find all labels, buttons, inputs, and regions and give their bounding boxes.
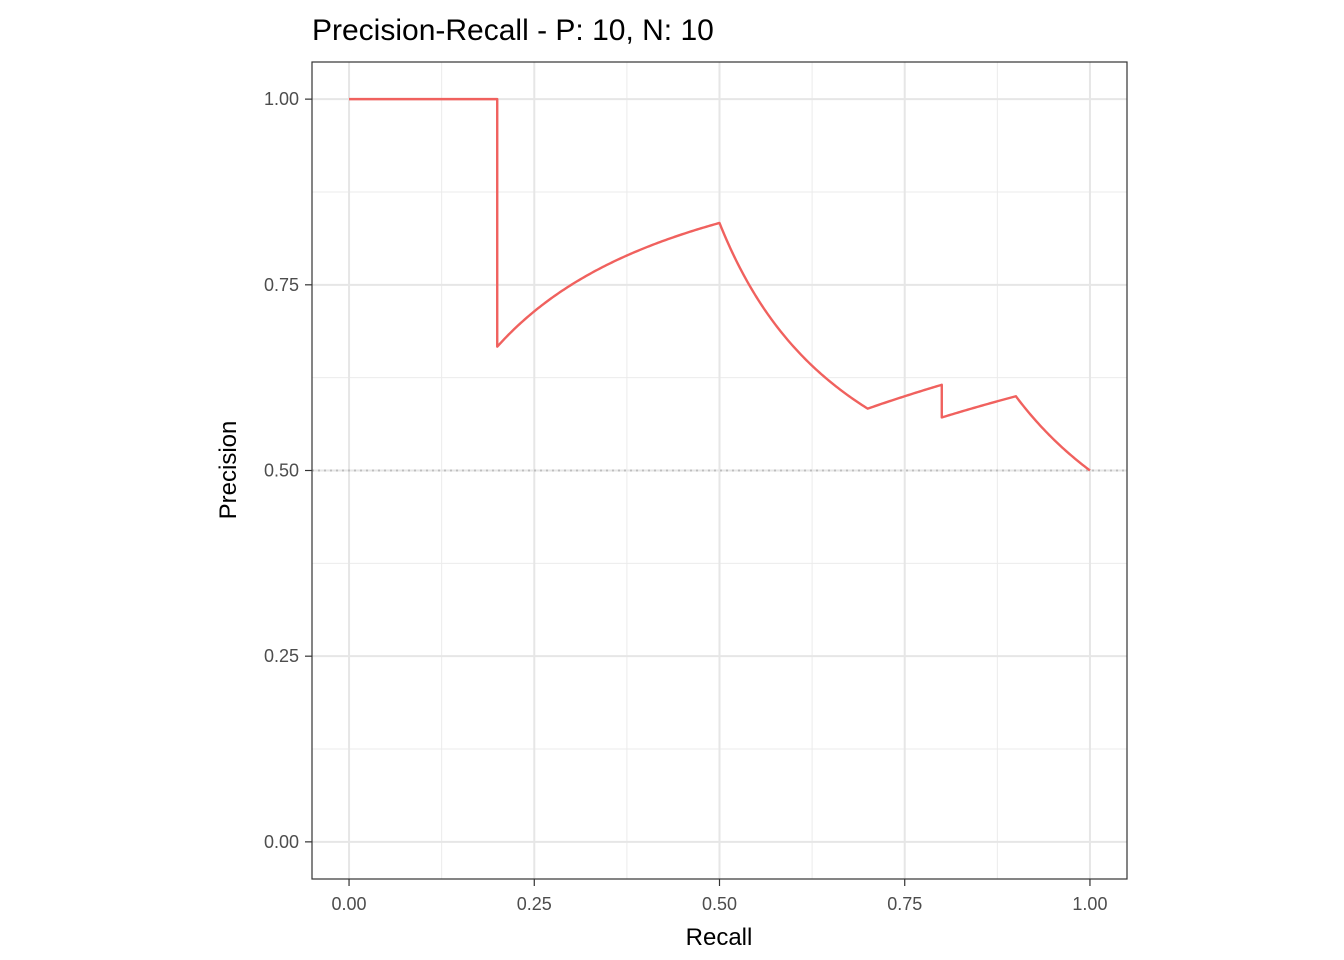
series-line xyxy=(349,97,1091,472)
x-tick-label: 0.25 xyxy=(517,894,552,914)
x-tick-label: 0.00 xyxy=(332,894,367,914)
y-tick-label: 0.25 xyxy=(264,646,299,666)
x-axis-title: Recall xyxy=(686,924,753,951)
series-layer xyxy=(349,97,1091,472)
y-tick-label: 0.00 xyxy=(264,832,299,852)
x-axis: 0.00 0.25 0.50 0.75 1.00 xyxy=(332,879,1107,914)
y-axis: 0.00 0.25 0.50 0.75 1.00 xyxy=(264,89,312,852)
y-tick-label: 0.50 xyxy=(264,461,299,481)
y-axis-title: Precision xyxy=(215,421,242,520)
y-tick-label: 0.75 xyxy=(264,275,299,295)
x-tick-label: 0.75 xyxy=(887,894,922,914)
x-tick-label: 0.50 xyxy=(702,894,737,914)
chart-title: Precision-Recall - P: 10, N: 10 xyxy=(312,14,714,47)
y-tick-label: 1.00 xyxy=(264,89,299,109)
x-tick-label: 1.00 xyxy=(1072,894,1107,914)
